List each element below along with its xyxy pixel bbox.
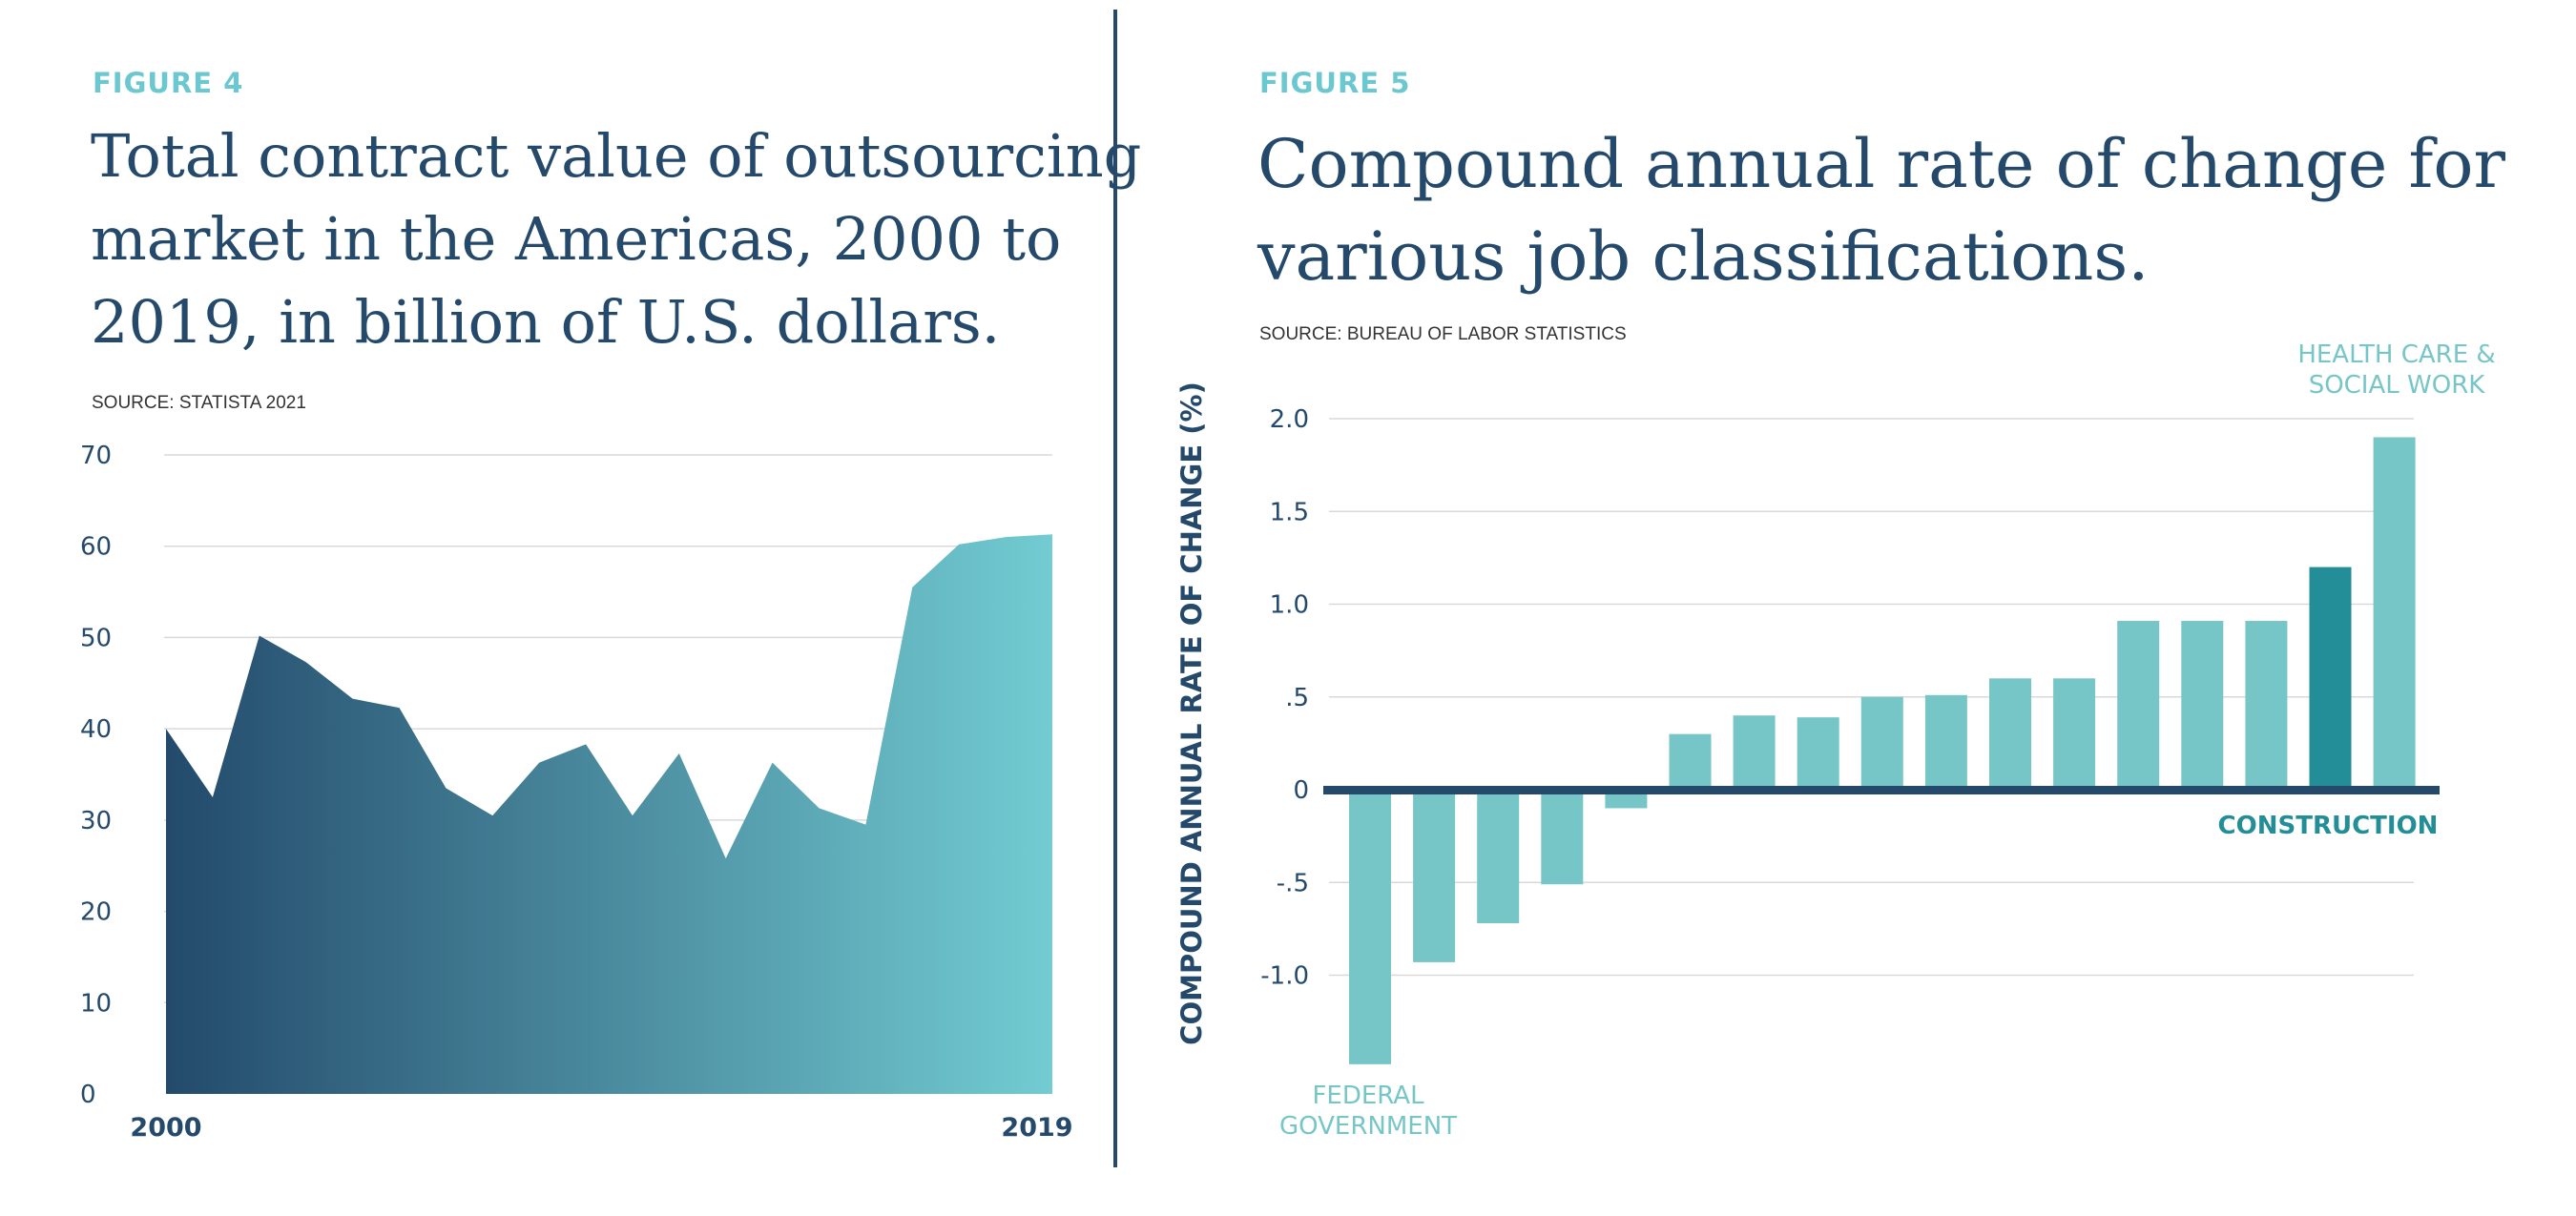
area-series xyxy=(166,534,1052,1094)
figure5-title-line: various job classifications. xyxy=(1257,217,2150,296)
bar xyxy=(2053,678,2096,790)
bar xyxy=(1349,790,1391,1064)
y-tick-label: 0 xyxy=(1293,776,1309,805)
bar xyxy=(1413,790,1456,962)
area-chart: 0 10 20 30 40 50 60 70 2000 2019 xyxy=(80,442,1073,1143)
bar xyxy=(2373,437,2416,790)
bar xyxy=(1541,790,1584,885)
y-tick-label: 1.0 xyxy=(1270,591,1309,620)
figure4-title-line: 2019, in billion of U.S. dollars. xyxy=(91,287,1001,357)
y-tick-label: 20 xyxy=(80,898,112,927)
annotation-health-care: SOCIAL WORK xyxy=(2309,371,2486,400)
x-tick-label: 2000 xyxy=(130,1113,201,1143)
y-tick-label: 0 xyxy=(80,1081,96,1109)
bar xyxy=(2117,621,2160,790)
zero-baseline xyxy=(1323,786,2440,794)
bar xyxy=(1669,733,1712,790)
figure5-source: SOURCE: BUREAU OF LABOR STATISTICS xyxy=(1259,324,1627,344)
y-tick-label: 40 xyxy=(80,715,112,744)
y-tick-label: 2.0 xyxy=(1270,405,1309,434)
figure4-title: Total contract value of outsourcing marke… xyxy=(91,114,1141,363)
figure-divider xyxy=(1113,10,1117,1167)
y-tick-label: 1.5 xyxy=(1270,498,1309,526)
y-tick-label: 50 xyxy=(80,624,112,652)
figure4-title-line: Total contract value of outsourcing xyxy=(91,121,1142,191)
y-axis-label: COMPOUND ANNUAL RATE OF CHANGE (%) xyxy=(1175,381,1208,1045)
y-tick-label: -1.0 xyxy=(1260,962,1309,991)
annotation-construction: CONSTRUCTION xyxy=(2218,812,2439,840)
y-tick-label: 60 xyxy=(80,533,112,562)
bar xyxy=(2309,567,2352,790)
annotation-federal-government: GOVERNMENT xyxy=(1279,1112,1457,1141)
bar xyxy=(1477,790,1520,924)
bar-chart: 2.0 1.5 1.0 .5 0 -.5 -1.0 COMPOUND ANNUAL RATE … xyxy=(1175,340,2496,1141)
bar xyxy=(1860,696,1903,790)
bar xyxy=(1989,678,2031,790)
figure4-title-line: market in the Americas, 2000 to xyxy=(91,204,1062,274)
figure5-label: FIGURE 5 xyxy=(1259,67,1411,99)
annotation-health-care: HEALTH CARE & xyxy=(2297,340,2495,369)
figure5-title-line: Compound annual rate of change for xyxy=(1257,125,2506,203)
figure4-source: SOURCE: STATISTA 2021 xyxy=(92,393,306,413)
bar xyxy=(1797,717,1839,790)
y-tick-label: 70 xyxy=(80,442,112,470)
y-tick-label: .5 xyxy=(1285,684,1309,712)
x-tick-label: 2019 xyxy=(1001,1113,1072,1143)
bar xyxy=(1924,694,1967,790)
y-tick-label: -.5 xyxy=(1277,869,1309,897)
y-tick-label: 10 xyxy=(80,989,112,1018)
y-tick-label: 30 xyxy=(80,807,112,835)
bar xyxy=(1733,715,1776,790)
bar xyxy=(2181,621,2224,790)
figure4-label: FIGURE 4 xyxy=(93,67,244,99)
annotation-federal-government: FEDERAL xyxy=(1312,1082,1424,1110)
figure5-title: Compound annual rate of change for variou… xyxy=(1257,118,2505,303)
bar xyxy=(2245,621,2288,790)
